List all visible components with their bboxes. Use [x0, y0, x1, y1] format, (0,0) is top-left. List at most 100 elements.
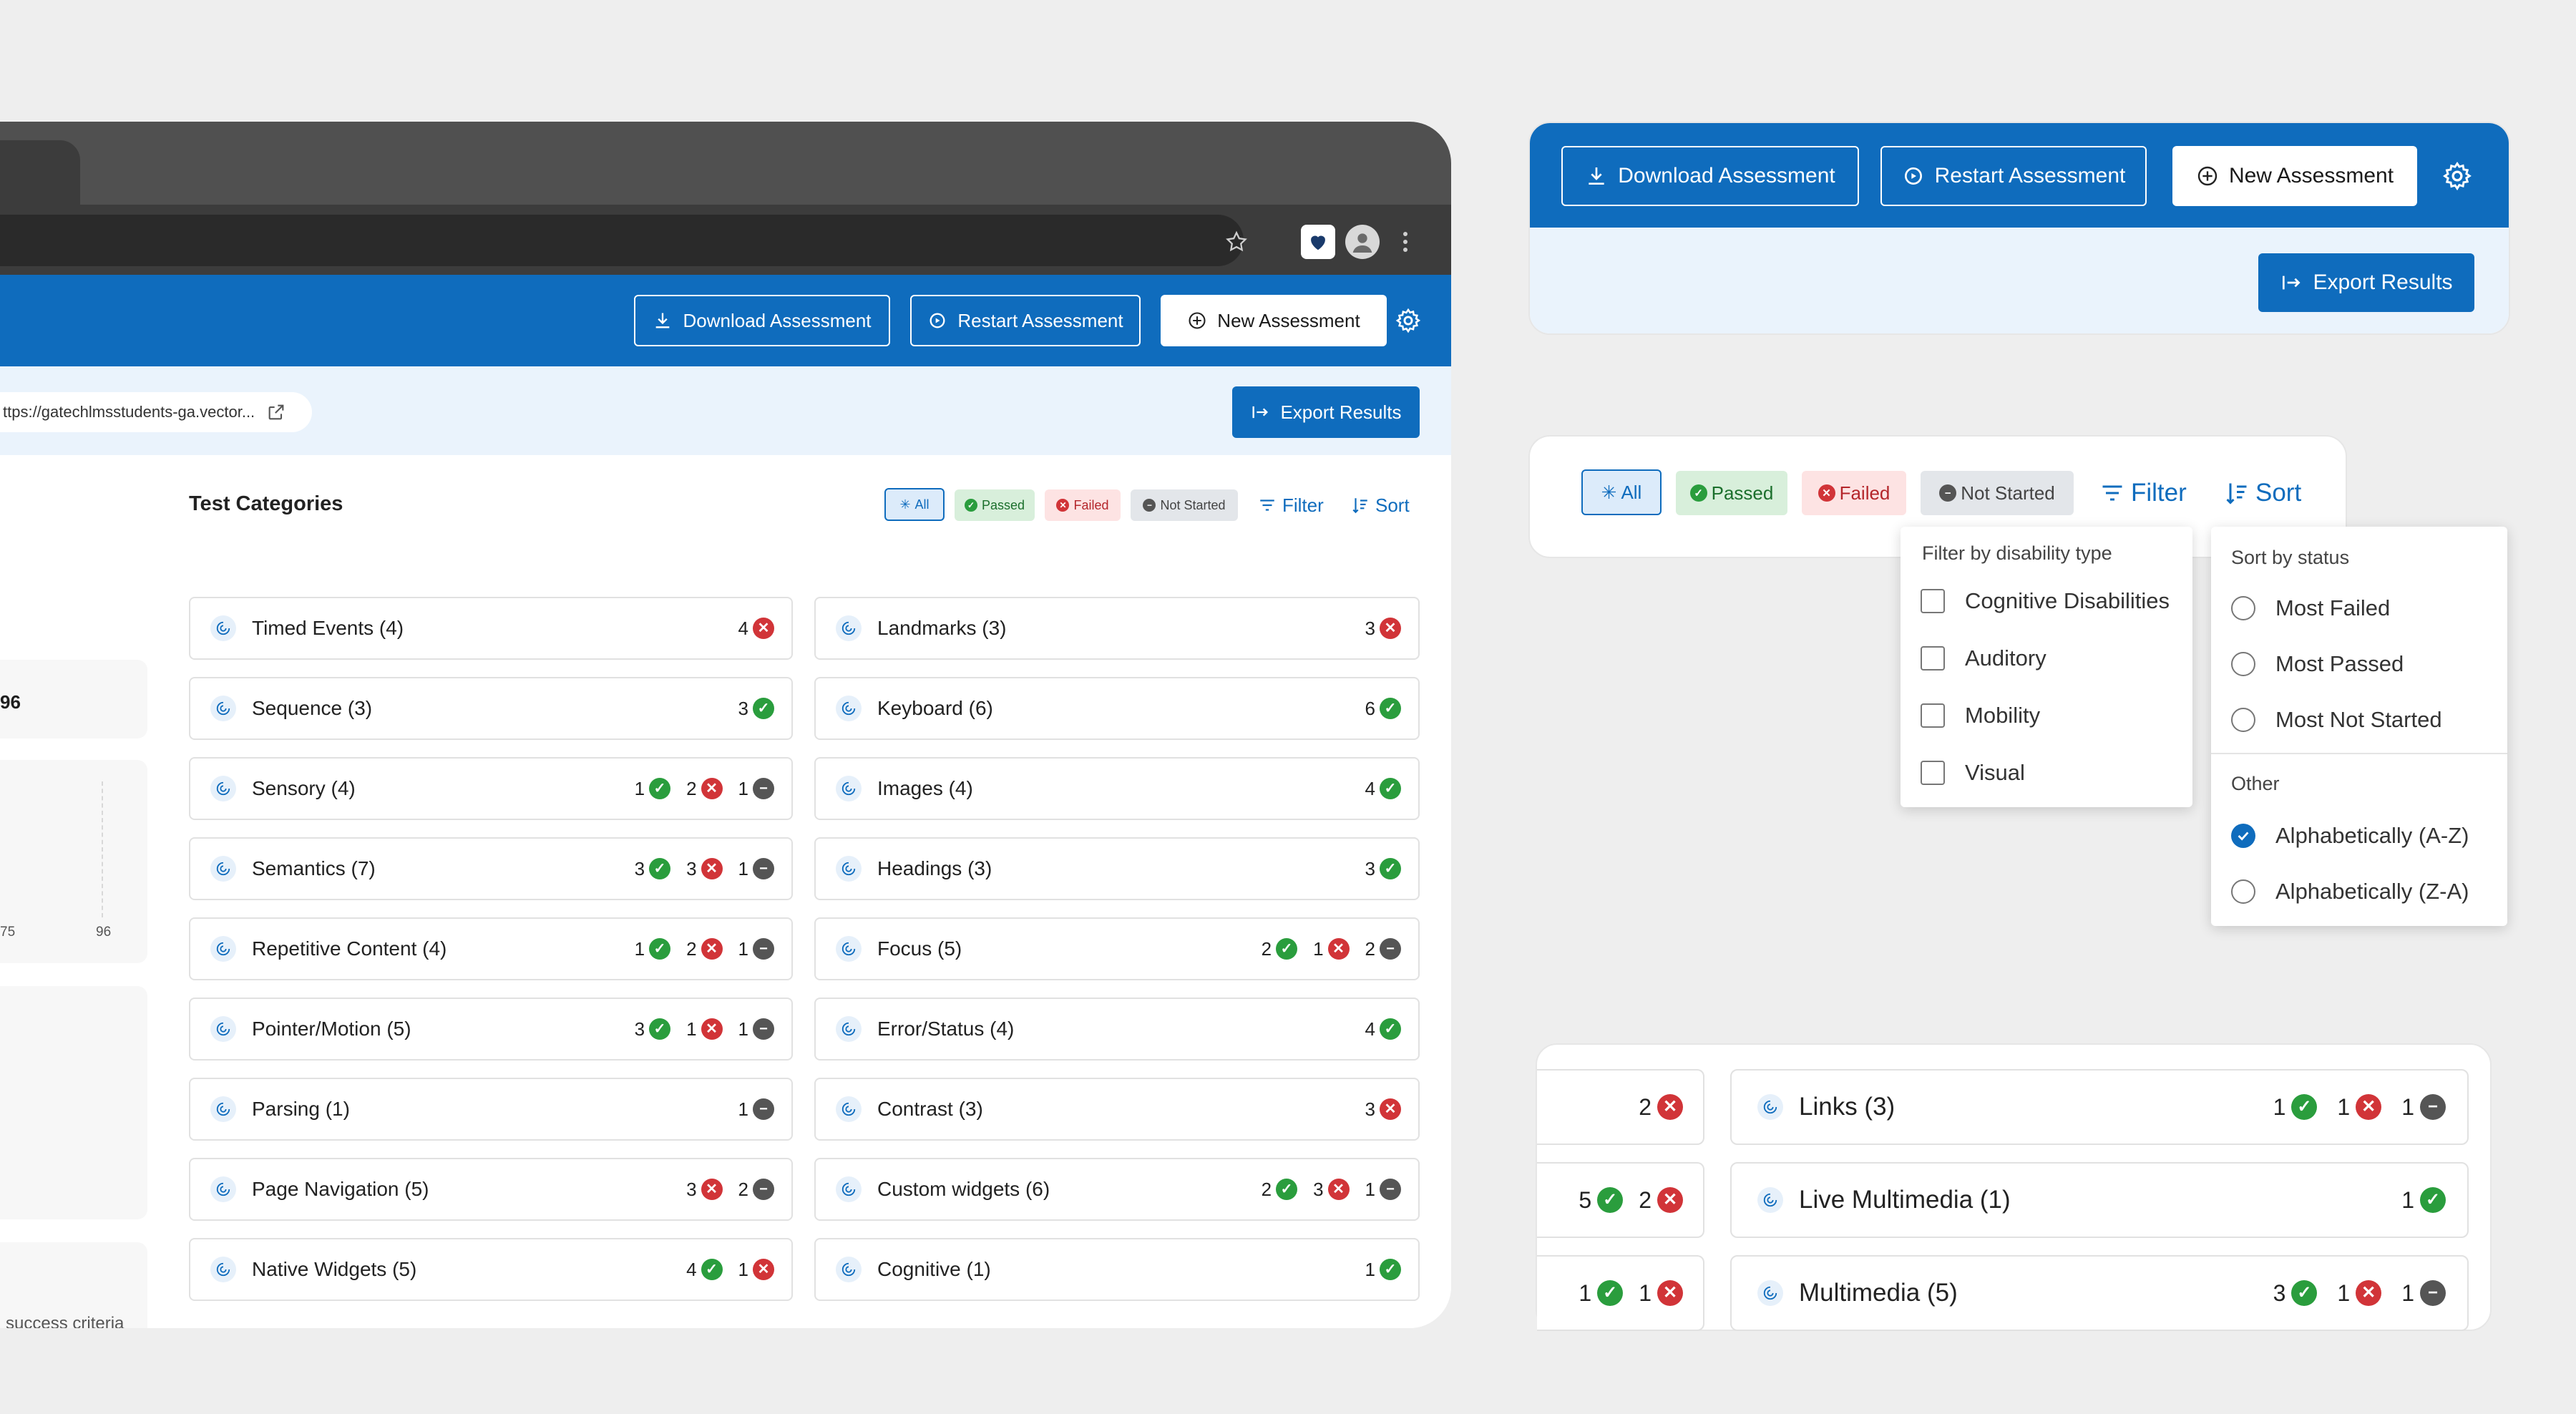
category-row-partial[interactable]: 5 ✓ 2 ✕ — [1537, 1162, 1704, 1238]
filter-option-cognitive[interactable]: Cognitive Disabilities — [1921, 588, 2170, 614]
status-badge: 4 ✓ — [686, 1259, 723, 1281]
check-circle-icon: ✓ — [1380, 1018, 1401, 1040]
radio[interactable] — [2231, 708, 2255, 732]
sort-option-alpha-za[interactable]: Alphabetically (Z-A) — [2231, 879, 2469, 905]
checkbox[interactable] — [1921, 589, 1945, 613]
category-row[interactable]: Links (3) 1 ✓ 1 ✕ 1− — [1730, 1069, 2469, 1145]
sort-option-alpha-az[interactable]: Alphabetically (A-Z) — [2231, 823, 2469, 849]
external-link-icon — [268, 404, 284, 420]
plus-circle-icon — [1189, 312, 1206, 329]
star-icon[interactable] — [1221, 226, 1252, 258]
category-row[interactable]: Custom widgets (6) 2 ✓ 3 ✕ 1− — [814, 1158, 1420, 1221]
category-row[interactable]: Images (4) 4 ✓ — [814, 757, 1420, 820]
filter-chip-passed[interactable]: ✓ Passed — [955, 489, 1035, 521]
status-badge: 5 ✓ — [1579, 1187, 1624, 1214]
status-badge: 1 ✓ — [635, 778, 671, 800]
category-row[interactable]: Multimedia (5) 3 ✓ 1 ✕ 1− — [1730, 1255, 2469, 1331]
settings-gear-icon[interactable] — [1391, 303, 1425, 338]
category-row[interactable]: Landmarks (3) 3 ✕ — [814, 597, 1420, 660]
status-count: 3 — [634, 857, 645, 879]
status-badges: 2 ✓ 3 ✕ 1− — [1262, 1179, 1401, 1201]
status-count: 3 — [1365, 1098, 1375, 1120]
asterisk-icon: ✳ — [899, 497, 911, 512]
browser-tab[interactable] — [0, 140, 80, 205]
category-icon — [836, 1257, 862, 1282]
status-badge: 3 ✕ — [1313, 1178, 1350, 1201]
restart-assessment-button[interactable]: Restart Assessment — [910, 295, 1141, 346]
filter-chip-not-started[interactable]: − Not Started — [1131, 489, 1238, 521]
category-row-partial[interactable]: 2 ✕ — [1537, 1069, 1704, 1145]
filter-button[interactable]: Filter — [1258, 491, 1324, 520]
new-assessment-button[interactable]: New Assessment — [2172, 146, 2417, 206]
category-row[interactable]: Contrast (3) 3 ✕ — [814, 1078, 1420, 1141]
category-row[interactable]: Live Multimedia (1) 1 ✓ — [1730, 1162, 2469, 1238]
status-badge: 1− — [738, 778, 774, 800]
minus-circle-icon: − — [1380, 1179, 1401, 1200]
category-row[interactable]: Timed Events (4) 4 ✕ — [189, 597, 793, 660]
filter-chip-not-started[interactable]: − Not Started — [1921, 471, 2074, 515]
filter-option-visual[interactable]: Visual — [1921, 760, 2170, 786]
status-badge: 3 ✕ — [1365, 1098, 1401, 1121]
status-count: 3 — [738, 697, 748, 719]
restart-assessment-button[interactable]: Restart Assessment — [1880, 146, 2147, 206]
category-row-partial[interactable]: 1 ✓ 1 ✕ — [1537, 1255, 1704, 1331]
sort-option-most-passed[interactable]: Most Passed — [2231, 651, 2442, 677]
sort-button[interactable]: Sort — [2224, 477, 2301, 509]
profile-avatar-icon[interactable] — [1345, 225, 1380, 259]
category-row[interactable]: Page Navigation (5) 3 ✕ 2− — [189, 1158, 793, 1221]
address-bar[interactable] — [0, 215, 1244, 266]
extension-heart-icon[interactable] — [1301, 225, 1335, 259]
checkbox[interactable] — [1921, 646, 1945, 671]
sort-option-most-failed[interactable]: Most Failed — [2231, 595, 2442, 621]
settings-gear-icon[interactable] — [2437, 156, 2477, 196]
x-circle-icon: ✕ — [1818, 484, 1835, 502]
status-badges: 2 ✓ 1 ✕ 2− — [1262, 938, 1401, 960]
filter-chip-passed[interactable]: ✓ Passed — [1676, 471, 1787, 515]
category-row[interactable]: Cognitive (1) 1 ✓ — [814, 1238, 1420, 1301]
category-row[interactable]: Sensory (4) 1 ✓ 2 ✕ 1− — [189, 757, 793, 820]
category-row[interactable]: Native Widgets (5) 4 ✓ 1 ✕ — [189, 1238, 793, 1301]
assessed-url-chip[interactable]: ttps://gatechlmsstudents-ga.vector... — [0, 392, 312, 432]
category-row[interactable]: Headings (3) 3 ✓ — [814, 837, 1420, 900]
status-badges: 6 ✓ — [1365, 698, 1401, 720]
filter-button[interactable]: Filter — [2099, 477, 2187, 509]
radio-selected[interactable] — [2231, 824, 2255, 848]
export-results-button[interactable]: Export Results — [1232, 386, 1420, 438]
radio[interactable] — [2231, 879, 2255, 904]
category-row[interactable]: Semantics (7) 3 ✓ 3 ✕ 1− — [189, 837, 793, 900]
category-icon — [836, 776, 862, 801]
new-assessment-button[interactable]: New Assessment — [1161, 295, 1387, 346]
filter-dropdown-heading: Filter by disability type — [1922, 542, 2112, 564]
download-assessment-button[interactable]: Download Assessment — [1561, 146, 1859, 206]
radio[interactable] — [2231, 596, 2255, 620]
checkbox[interactable] — [1921, 703, 1945, 728]
export-results-button[interactable]: Export Results — [2258, 253, 2474, 312]
filter-option-mobility[interactable]: Mobility — [1921, 703, 2170, 728]
status-count: 1 — [686, 1018, 697, 1040]
category-row[interactable]: Sequence (3) 3 ✓ — [189, 677, 793, 740]
category-row[interactable]: Repetitive Content (4) 1 ✓ 2 ✕ 1− — [189, 917, 793, 980]
filter-chip-all[interactable]: ✳ All — [884, 488, 945, 521]
category-row[interactable]: Focus (5) 2 ✓ 1 ✕ 2− — [814, 917, 1420, 980]
filter-chip-failed[interactable]: ✕ Failed — [1045, 489, 1121, 521]
kebab-menu-icon[interactable] — [1397, 226, 1414, 258]
sort-button[interactable]: Sort — [1351, 491, 1410, 520]
status-count: 3 — [1313, 1178, 1324, 1200]
x-circle-icon: ✕ — [701, 778, 723, 799]
score-value: 96 — [0, 691, 21, 713]
category-row[interactable]: Keyboard (6) 6 ✓ — [814, 677, 1420, 740]
sort-option-most-not-started[interactable]: Most Not Started — [2231, 707, 2442, 733]
category-row[interactable]: Error/Status (4) 4 ✓ — [814, 998, 1420, 1060]
category-row[interactable]: Parsing (1) 1− — [189, 1078, 793, 1141]
download-assessment-button[interactable]: Download Assessment — [634, 295, 890, 346]
sort-option-label: Alphabetically (Z-A) — [2275, 879, 2469, 904]
filter-option-auditory[interactable]: Auditory — [1921, 645, 2170, 671]
filter-chip-all[interactable]: ✳ All — [1581, 469, 1662, 515]
filter-chip-failed[interactable]: ✕ Failed — [1802, 471, 1906, 515]
status-badges: 3 ✕ — [1365, 618, 1401, 640]
filter-option-label: Cognitive Disabilities — [1965, 588, 2170, 613]
category-icon — [836, 696, 862, 721]
checkbox[interactable] — [1921, 761, 1945, 785]
radio[interactable] — [2231, 652, 2255, 676]
category-row[interactable]: Pointer/Motion (5) 3 ✓ 1 ✕ 1− — [189, 998, 793, 1060]
